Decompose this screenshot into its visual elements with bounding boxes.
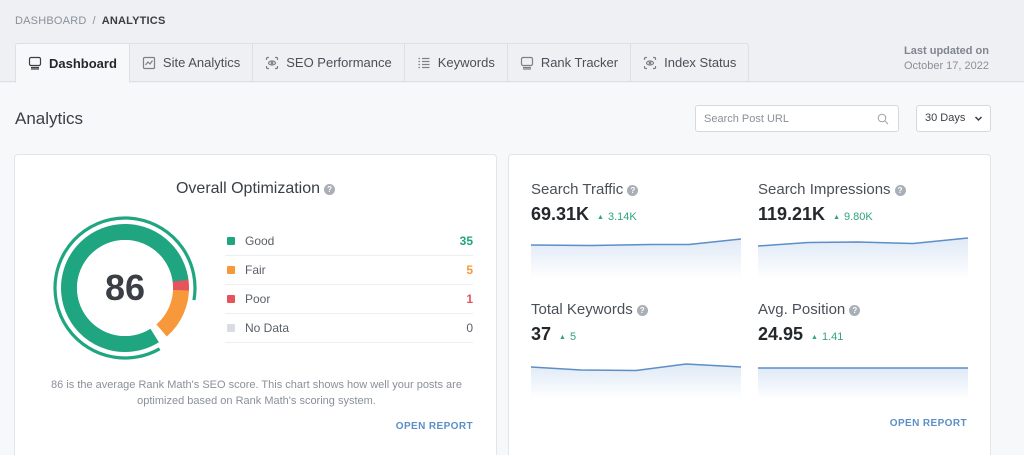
optimization-donut-chart bbox=[53, 216, 197, 360]
breadcrumb-current: ANALYTICS bbox=[101, 15, 166, 27]
eye-scan-icon bbox=[266, 56, 279, 69]
tab-label: Index Status bbox=[664, 55, 737, 70]
sparkline-chart bbox=[758, 237, 968, 279]
help-icon[interactable]: ? bbox=[627, 185, 639, 196]
sparkline-chart bbox=[531, 238, 741, 279]
legend-value: 1 bbox=[466, 292, 473, 306]
breadcrumb-dashboard-link[interactable]: DASHBOARD bbox=[15, 15, 87, 27]
metric-avg-position: Avg. Position? 24.95 ▲ 1.41 bbox=[758, 301, 968, 399]
good-swatch-icon bbox=[227, 237, 235, 245]
tab-bar: Dashboard Site Analytics SEO Performance… bbox=[15, 43, 750, 83]
metric-value: 24.95 bbox=[758, 324, 804, 344]
metric-search-impressions: Search Impressions? 119.21K ▲ 9.80K bbox=[758, 181, 968, 279]
date-range-value: 30 Days bbox=[925, 112, 966, 124]
trend-up-icon: ▲ bbox=[597, 214, 604, 221]
tab-seo-performance[interactable]: SEO Performance bbox=[253, 43, 405, 82]
legend-value: 0 bbox=[466, 321, 473, 335]
sparkline-chart bbox=[531, 363, 741, 399]
legend-item-good: Good 35 bbox=[225, 227, 473, 256]
chevron-down-icon bbox=[974, 116, 983, 122]
open-report-link[interactable]: OPEN REPORT bbox=[889, 418, 967, 429]
trend-up-icon: ▲ bbox=[559, 334, 566, 341]
breadcrumb: DASHBOARD / ANALYTICS bbox=[15, 15, 165, 27]
help-icon[interactable]: ? bbox=[636, 305, 648, 316]
open-report-link[interactable]: OPEN REPORT bbox=[395, 421, 473, 432]
tab-label: Keywords bbox=[437, 55, 495, 70]
search-metrics-card: Search Traffic? 69.31K ▲ 3.14K Search Imp… bbox=[508, 154, 991, 455]
metric-value: 119.21K bbox=[758, 204, 826, 224]
last-updated-date: October 17, 2022 bbox=[903, 60, 989, 72]
metric-delta-value: 5 bbox=[569, 331, 577, 343]
metric-delta: ▲ 9.80K bbox=[833, 211, 873, 223]
top-bar: DASHBOARD / ANALYTICS Dashboard Site Analy… bbox=[0, 0, 1024, 83]
donut-hole bbox=[77, 240, 173, 336]
tab-label: Rank Tracker bbox=[540, 55, 619, 70]
optimization-legend: Good 35 Fair 5 Poor 1 No Data 0 bbox=[225, 227, 473, 343]
optimization-score: 86 bbox=[104, 267, 146, 308]
legend-label: No Data bbox=[245, 321, 290, 335]
chart-line-icon bbox=[142, 56, 156, 69]
optimization-title-text: Overall Optimization bbox=[175, 180, 321, 197]
search-input[interactable] bbox=[696, 106, 866, 131]
tab-index-status[interactable]: Index Status bbox=[631, 43, 750, 82]
legend-value: 35 bbox=[459, 234, 473, 248]
metric-delta: ▲ 3.14K bbox=[597, 211, 637, 223]
metric-title: Total Keywords bbox=[531, 301, 633, 318]
search-icon[interactable] bbox=[877, 113, 889, 125]
metric-search-traffic: Search Traffic? 69.31K ▲ 3.14K bbox=[531, 181, 741, 279]
legend-value: 5 bbox=[466, 263, 473, 277]
fair-swatch-icon bbox=[227, 266, 235, 274]
trend-up-icon: ▲ bbox=[833, 214, 840, 221]
metric-delta-value: 9.80K bbox=[844, 211, 873, 223]
help-icon[interactable]: ? bbox=[894, 185, 906, 196]
main-content: Analytics 30 Days Overall Optimization? … bbox=[0, 83, 1024, 455]
metric-value: 69.31K bbox=[531, 204, 590, 224]
overall-optimization-card: Overall Optimization? 86 Good 35 Fair 5 bbox=[14, 154, 497, 455]
trend-up-icon: ▲ bbox=[811, 334, 818, 341]
legend-item-fair: Fair 5 bbox=[225, 256, 473, 285]
legend-item-poor: Poor 1 bbox=[225, 285, 473, 314]
legend-label: Poor bbox=[245, 292, 271, 306]
metric-delta: ▲ 5 bbox=[559, 331, 576, 343]
list-icon bbox=[418, 57, 430, 68]
poor-swatch-icon bbox=[227, 295, 235, 303]
help-icon[interactable]: ? bbox=[849, 305, 861, 316]
date-range-select[interactable]: 30 Days bbox=[916, 105, 991, 132]
metric-total-keywords: Total Keywords? 37 ▲ 5 bbox=[531, 301, 741, 399]
last-updated: Last updated on October 17, 2022 bbox=[904, 44, 989, 74]
page-title: Analytics bbox=[15, 109, 84, 128]
monitor-icon bbox=[520, 56, 533, 70]
score-progress-arc bbox=[53, 216, 197, 360]
metric-title: Search Impressions bbox=[758, 181, 891, 198]
metric-delta-value: 1.41 bbox=[821, 331, 844, 343]
metric-title: Search Traffic bbox=[531, 181, 624, 198]
eye-scan-icon bbox=[644, 56, 657, 69]
sparkline-chart bbox=[758, 367, 968, 399]
tab-dashboard[interactable]: Dashboard bbox=[15, 43, 130, 83]
metric-delta-value: 3.14K bbox=[607, 211, 637, 223]
legend-label: Fair bbox=[245, 263, 266, 277]
metric-value: 37 bbox=[531, 324, 552, 344]
optimization-title: Overall Optimization? bbox=[15, 180, 496, 198]
tab-label: Site Analytics bbox=[162, 55, 241, 70]
monitor-icon bbox=[28, 56, 42, 70]
legend-label: Good bbox=[245, 234, 275, 248]
search-post-url bbox=[695, 105, 899, 132]
no-data-swatch-icon bbox=[227, 324, 235, 332]
tab-label: SEO Performance bbox=[286, 55, 392, 70]
metric-title: Avg. Position bbox=[758, 301, 846, 318]
metric-delta: ▲ 1.41 bbox=[811, 331, 843, 343]
optimization-description: 86 is the average Rank Math's SEO score.… bbox=[51, 379, 462, 407]
tab-label: Dashboard bbox=[49, 55, 117, 71]
tab-keywords[interactable]: Keywords bbox=[404, 43, 508, 82]
tab-rank-tracker[interactable]: Rank Tracker bbox=[507, 43, 632, 82]
last-updated-label: Last updated on bbox=[904, 45, 989, 57]
legend-item-no-data: No Data 0 bbox=[225, 314, 473, 343]
breadcrumb-separator: / bbox=[92, 15, 96, 27]
tab-site-analytics[interactable]: Site Analytics bbox=[129, 43, 254, 82]
help-icon[interactable]: ? bbox=[324, 184, 336, 195]
